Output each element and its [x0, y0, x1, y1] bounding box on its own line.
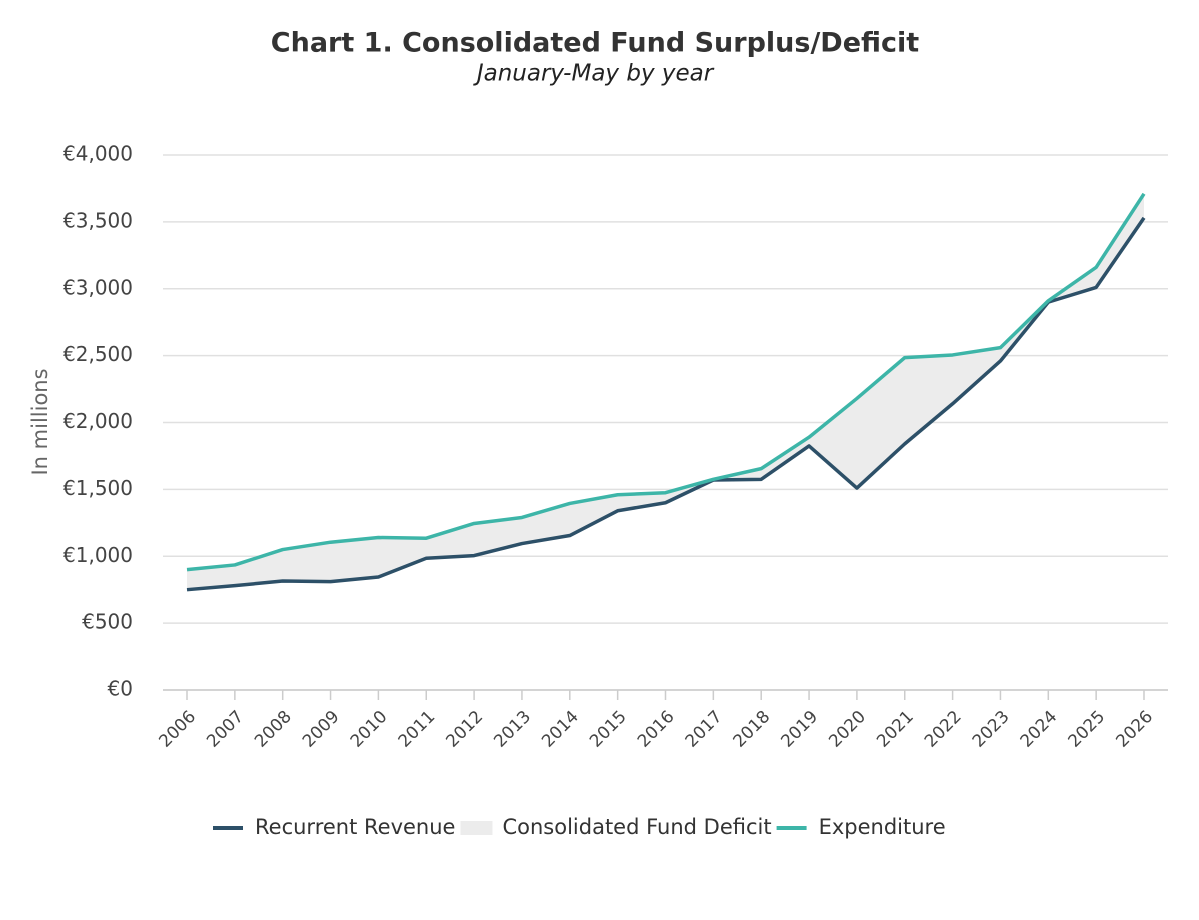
- legend-label: Consolidated Fund Deficit: [502, 815, 771, 839]
- x-tick-label: 2024: [1017, 707, 1062, 752]
- x-tick-label: 2019: [777, 707, 822, 752]
- x-tick-label: 2025: [1064, 707, 1109, 752]
- x-tick-label: 2018: [730, 707, 775, 752]
- y-tick-label: €1,000: [63, 543, 133, 567]
- chart-subtitle: January-May by year: [473, 61, 715, 87]
- x-tick-label: 2023: [969, 707, 1014, 752]
- x-tick-label: 2017: [682, 707, 727, 752]
- y-tick-label: €2,500: [63, 342, 133, 366]
- x-tick-label: 2020: [825, 707, 870, 752]
- deficit-area: [187, 193, 1144, 590]
- y-tick-label: €500: [82, 610, 133, 634]
- legend-symbol: [460, 821, 493, 835]
- x-tick-label: 2011: [395, 707, 440, 752]
- y-tick-label: €3,000: [63, 275, 133, 299]
- x-tick-label: 2021: [873, 707, 918, 752]
- y-tick-label: €0: [108, 677, 133, 701]
- line: [186, 192, 1146, 572]
- line: [186, 216, 1146, 592]
- x-tick-label: 2010: [347, 707, 392, 752]
- x-tick-label: 2008: [251, 707, 296, 752]
- x-tick-label: 2015: [586, 707, 631, 752]
- legend-label: Expenditure: [819, 815, 946, 839]
- y-tick-label: €2,000: [63, 409, 133, 433]
- x-tick-label: 2016: [634, 707, 679, 752]
- y-axis-title: In millions: [28, 368, 52, 475]
- y-tick-label: €3,500: [63, 208, 133, 232]
- x-tick-label: 2006: [155, 707, 200, 752]
- x-tick-label: 2014: [538, 707, 583, 752]
- x-tick-label: 2007: [203, 707, 248, 752]
- x-tick-label: 2022: [921, 707, 966, 752]
- y-tick-label: €4,000: [63, 142, 133, 166]
- y-tick-label: €1,500: [63, 476, 133, 500]
- legend-label: Recurrent Revenue: [255, 815, 455, 839]
- x-tick-label: 2009: [299, 707, 344, 752]
- x-tick-label: 2013: [490, 707, 535, 752]
- chart-title: Chart 1. Consolidated Fund Surplus/Defic…: [271, 28, 920, 59]
- x-tick-label: 2026: [1112, 707, 1157, 752]
- x-tick-label: 2012: [442, 707, 487, 752]
